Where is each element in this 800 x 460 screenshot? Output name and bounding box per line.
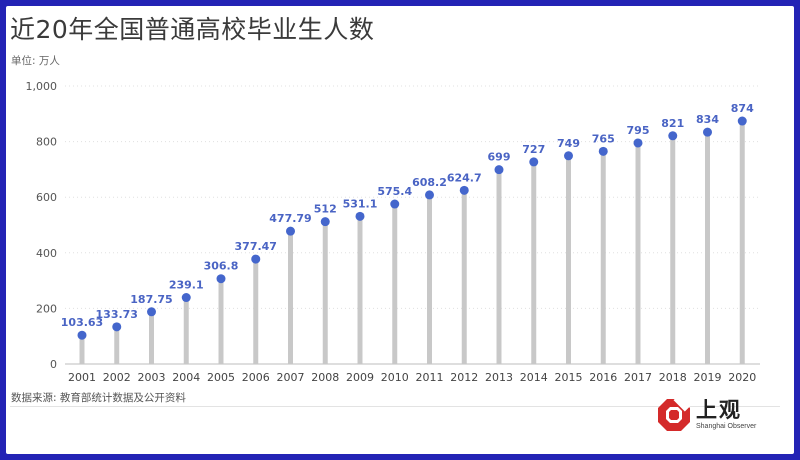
data-point-2016 [598,146,608,156]
data-point-2014 [529,157,539,167]
data-label-2009: 531.1 [343,197,378,210]
data-point-2007 [286,226,295,236]
stems [79,121,745,364]
data-label-2010: 575.4 [377,185,412,198]
data-label-2008: 512 [314,203,337,216]
data-label-2020: 874 [731,102,754,115]
data-label-2011: 608.2 [412,176,447,189]
x-tick-label: 2019 [694,371,722,384]
x-tick-label: 2011 [416,371,444,384]
x-tick-label: 2004 [172,371,200,384]
source-divider [10,406,780,407]
data-point-2011 [425,190,434,200]
chart-title: 近20年全国普通高校毕业生人数 [10,15,375,44]
x-tick-label: 2018 [659,371,687,384]
data-point-2012 [459,185,469,195]
data-point-2009 [355,211,365,221]
data-point-2001 [77,330,87,340]
data-point-2019 [703,127,712,137]
x-tick-label: 2016 [589,371,617,384]
data-label-2012: 624.7 [447,171,482,184]
data-label-2007: 477.79 [269,212,311,225]
y-tick-label: 400 [36,247,57,260]
data-point-2018 [668,131,678,141]
x-tick-label: 2002 [103,371,131,384]
chart-frame [6,6,794,454]
y-tick-label: 0 [50,358,57,371]
data-label-2001: 103.63 [61,316,103,329]
shanghai-observer-logo: 上观 Shanghai Observer [652,392,792,442]
data-point-2006 [251,254,261,264]
x-tick-label: 2009 [346,371,374,384]
x-tick-label: 2001 [68,371,96,384]
unit-label: 单位: 万人 [11,55,60,67]
data-label-2005: 306.8 [204,260,239,273]
x-tick-label: 2015 [555,371,583,384]
data-label-2002: 133.73 [96,308,138,321]
x-tick-label: 2020 [728,371,756,384]
data-label-2019: 834 [696,113,719,126]
data-label-2018: 821 [661,117,684,130]
data-point-2015 [564,151,573,161]
data-label-2003: 187.75 [130,293,172,306]
logo-name: 上观 [696,397,742,422]
logo-subtitle: Shanghai Observer [696,423,757,430]
data-label-2013: 699 [488,151,511,164]
data-label-2015: 749 [557,137,580,150]
x-tick-label: 2017 [624,371,652,384]
x-tick-label: 2005 [207,371,235,384]
x-axis: 2001 2002 2003 2004 2005 2006 2007 2008 2009 2010… [68,371,756,384]
data-point-2010 [390,199,400,209]
x-tick-label: 2012 [450,371,478,384]
x-tick-label: 2006 [242,371,270,384]
x-tick-label: 2014 [520,371,548,384]
data-point-2002 [112,322,122,332]
x-tick-label: 2003 [138,371,166,384]
data-point-2020 [737,116,747,126]
data-label-2014: 727 [522,143,545,156]
x-tick-label: 2007 [277,371,305,384]
data-point-2013 [494,165,504,175]
data-point-2003 [147,307,156,317]
data-label-2016: 765 [592,132,615,145]
y-axis: 0 200 400 600 800 1,000 [26,80,58,371]
data-label-2006: 377.47 [235,240,277,253]
data-point-2008 [320,217,330,227]
x-tick-label: 2010 [381,371,409,384]
source-note: 数据来源: 教育部统计数据及公开资料 [11,392,186,404]
data-label-2017: 795 [627,124,650,137]
x-tick-label: 2013 [485,371,513,384]
y-tick-label: 1,000 [26,80,58,93]
y-tick-label: 800 [36,136,57,149]
data-point-2017 [633,138,643,148]
data-point-2004 [181,293,191,303]
logo-octagon-icon [658,398,691,431]
x-tick-label: 2008 [311,371,339,384]
data-point-2005 [216,274,226,284]
data-label-2004: 239.1 [169,279,204,292]
data-points [77,116,747,340]
grid-lines [65,85,760,365]
y-tick-label: 600 [36,191,57,204]
y-tick-label: 200 [36,302,57,315]
